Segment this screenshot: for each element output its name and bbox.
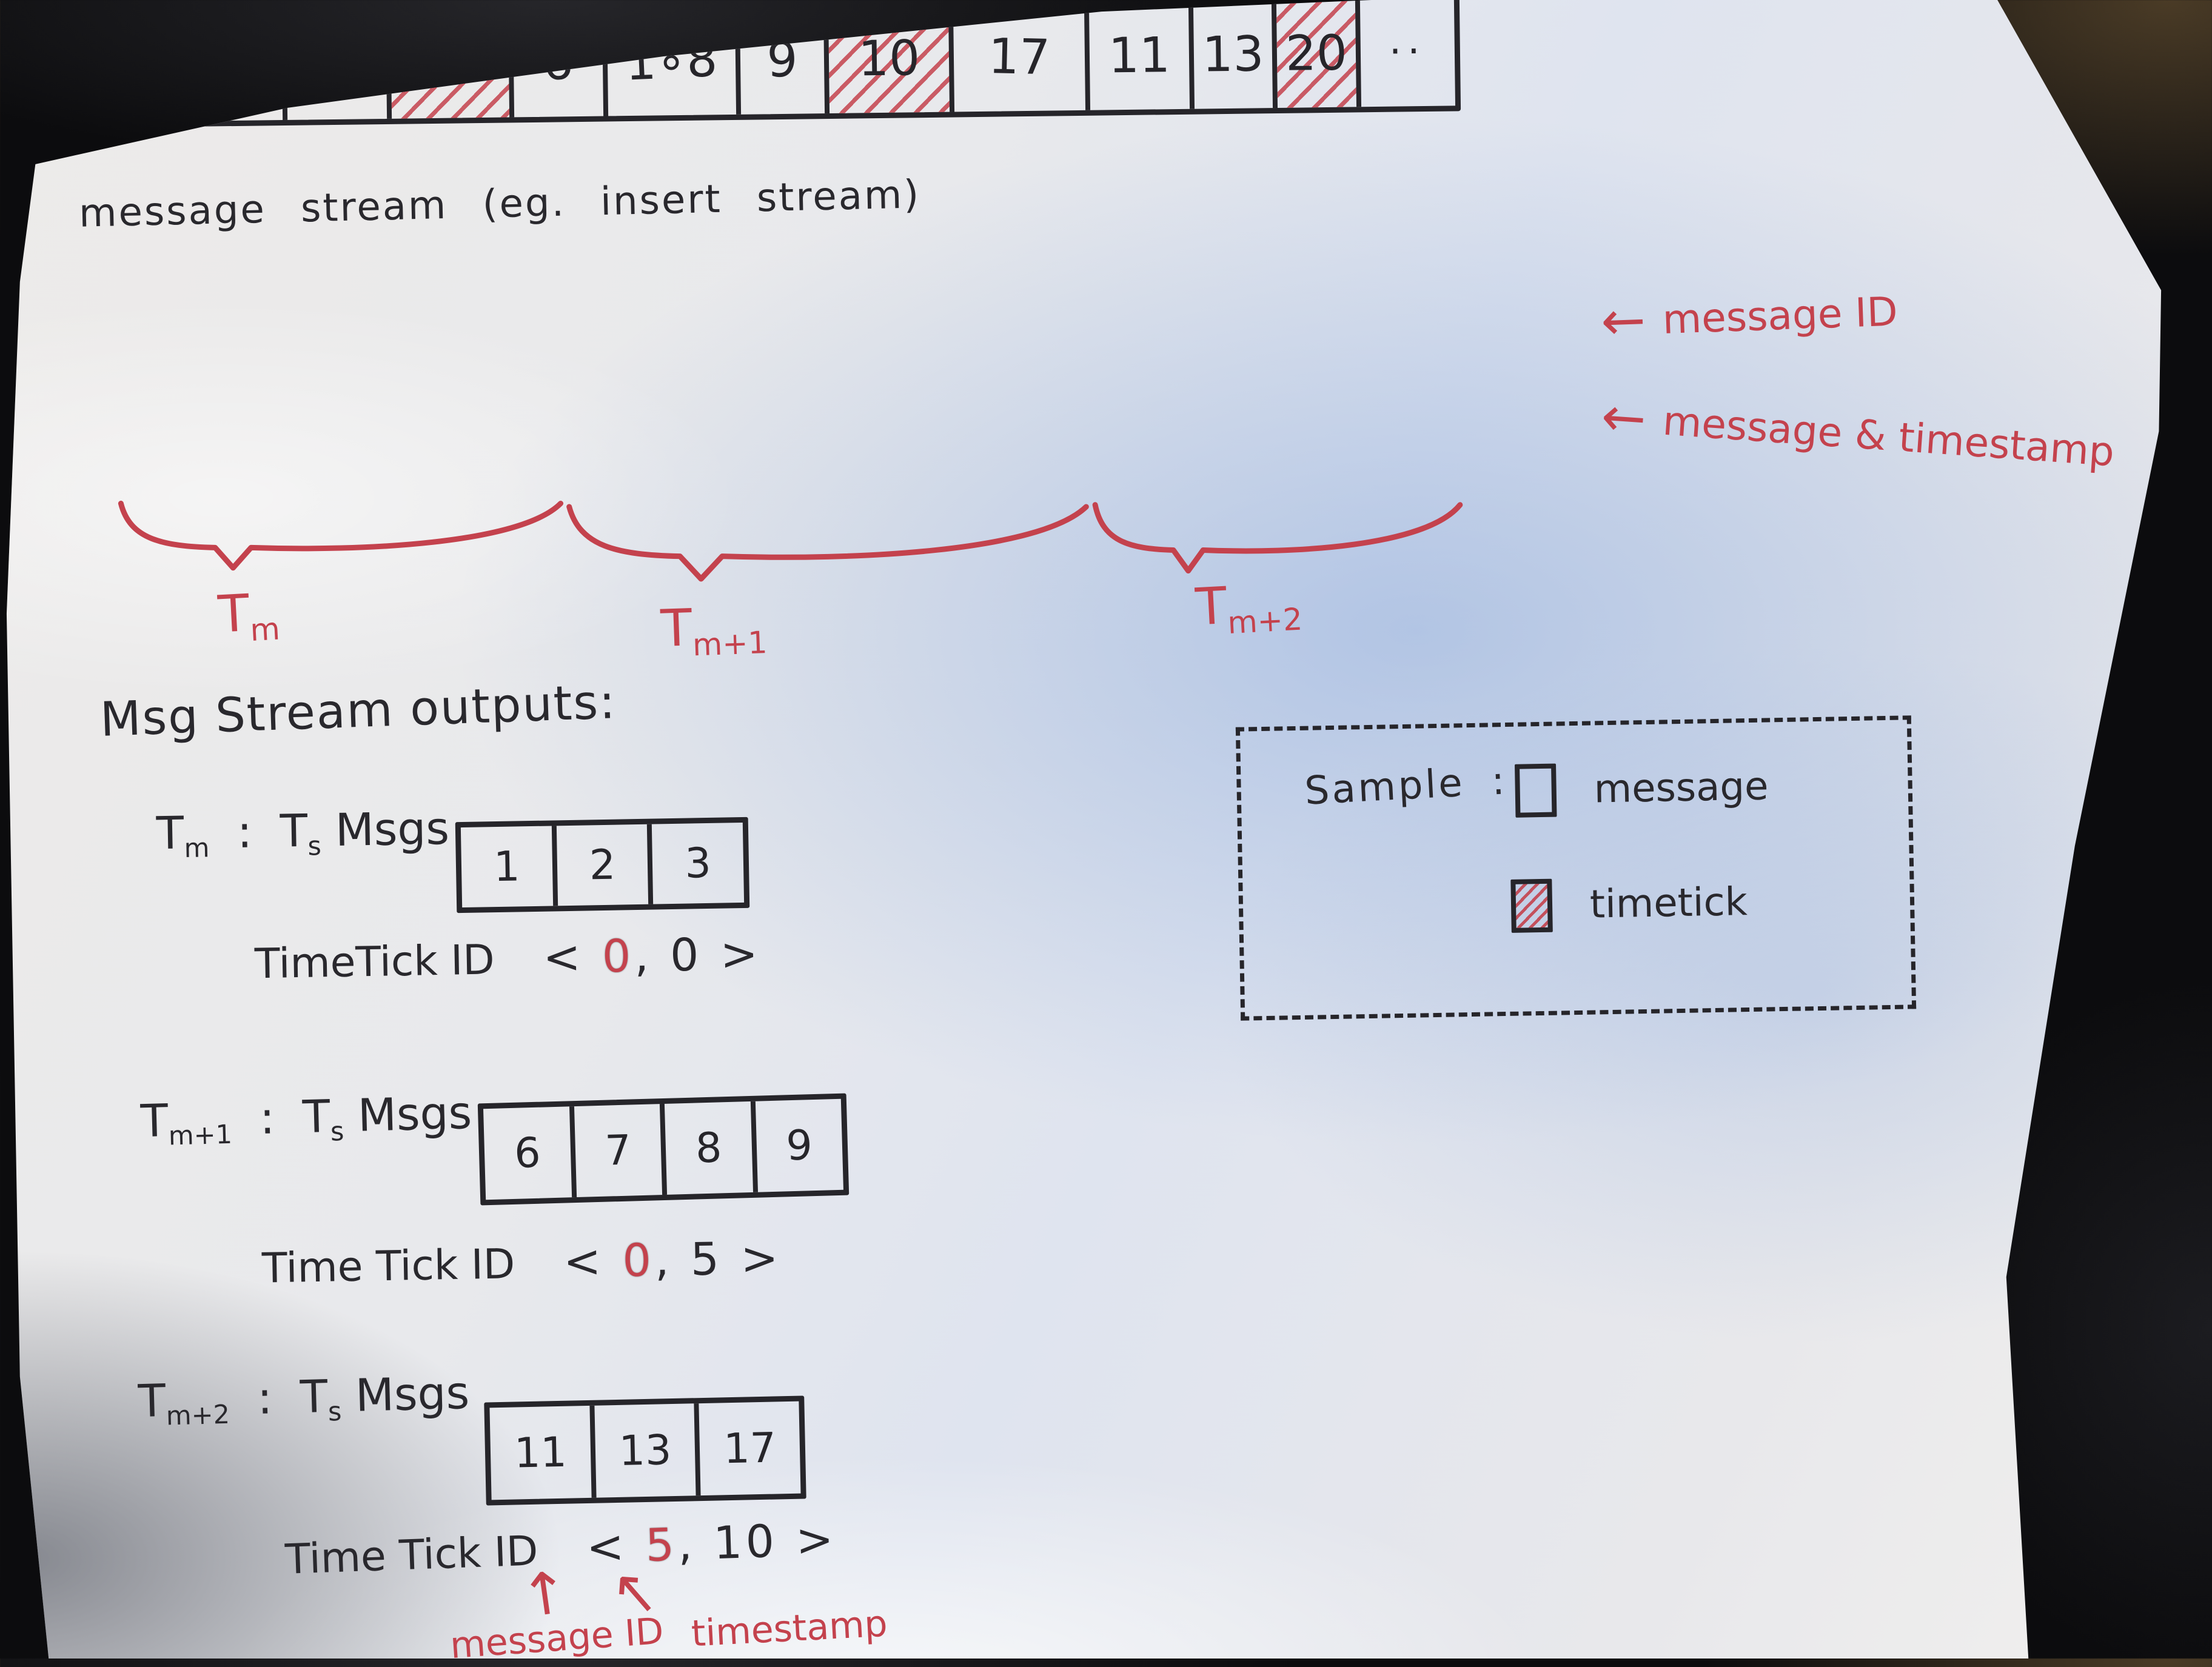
timetick-line-tm1: Time Tick ID < 0, 5 > — [261, 1232, 782, 1294]
stream-cell: 6 1∘8 — [606, 5, 742, 116]
output-cell: 2 — [556, 824, 654, 906]
legend-item-timetick: timetick — [1510, 875, 1748, 933]
tick-timestamp: 10 — [712, 1515, 779, 1570]
annotation-text: message & timestamp — [1661, 397, 2116, 475]
stream-cell: 7 9 — [739, 4, 830, 115]
cell-value: 5 — [434, 35, 466, 92]
output-box-tm1: 6 7 8 9 — [477, 1093, 850, 1206]
window-label-tm2: Tm+2 — [1194, 572, 1303, 643]
window-label-sub: m+1 — [692, 624, 768, 663]
cell-value: 17 — [988, 27, 1051, 85]
outputs-heading: Msg Stream outputs: — [99, 675, 617, 747]
window-label-tm1: Tm+1 — [660, 595, 768, 664]
colon: : — [236, 806, 253, 858]
output-cell: 6 — [483, 1106, 577, 1200]
cell-value: 1∘8 — [624, 30, 719, 92]
legend-title: Sample : — [1303, 758, 1509, 814]
cell-value: 20 — [1285, 24, 1348, 82]
cell-value: 1 — [320, 36, 352, 93]
t-label: Tm+1 — [139, 1094, 233, 1152]
legend-box: Sample : message timetick — [1235, 715, 1917, 1021]
ts-msgs-label: Ts Msgs — [280, 802, 450, 862]
cell-value: ·· — [1389, 28, 1427, 75]
timetick-label: Time Tick ID — [284, 1527, 539, 1584]
tick-timestamp: 0 — [669, 929, 703, 982]
window-label-base: T — [1194, 575, 1228, 637]
stream-cell-ellipsis: ·· — [1360, 0, 1455, 107]
ts-msgs-label: Ts Msgs — [301, 1086, 473, 1148]
stream-cell-timetick: 8 10 — [828, 2, 955, 114]
output-row-label-tm2: Tm+2 : Ts Msgs — [138, 1367, 470, 1432]
output-cell: 1 — [460, 826, 558, 908]
annotation-text: message ID — [1661, 287, 1899, 343]
cell-value: 13 — [1202, 25, 1265, 82]
stream-cell: 11 13 — [1193, 0, 1278, 109]
window-brace — [564, 498, 1091, 583]
window-label-sub: m — [249, 610, 281, 648]
cell-value: 10 — [857, 29, 920, 87]
output-cell: 9 — [785, 1121, 813, 1170]
stream-cell: 5 6 — [512, 7, 608, 118]
stream-cell-timetick: 4 5 — [390, 8, 515, 119]
cell-value: 3 — [202, 38, 234, 95]
window-label-sub: m+2 — [1227, 601, 1304, 641]
output-row-label-tm1: Tm+1 : Ts Msgs — [140, 1087, 472, 1152]
output-cell: 13 — [594, 1403, 701, 1498]
window-label-base: T — [660, 598, 693, 659]
timetick-swatch-icon — [1510, 878, 1553, 933]
output-cell: 8 — [664, 1101, 758, 1195]
annotation-message-timestamp: ← message & timestamp — [1599, 384, 2116, 479]
left-arrow-icon: ← — [1600, 289, 1647, 353]
legend-item-label: timetick — [1589, 880, 1748, 927]
tick-message-id: 0 — [602, 930, 635, 983]
stream-cell: 2 3 — [153, 10, 288, 122]
timetick-pair: < 0, 5 > — [563, 1232, 783, 1288]
stream-cell: 9 17 — [953, 1, 1091, 112]
output-cell: 3 — [684, 839, 712, 888]
window-brace — [1091, 497, 1464, 575]
ts-msgs-label: Ts Msgs — [299, 1366, 471, 1428]
annotation-message-id: ← message ID — [1600, 284, 1899, 353]
stream-cell: 3 1 — [286, 9, 392, 120]
timetick-label: TimeTick ID — [254, 936, 495, 989]
legend-item-message: message — [1514, 760, 1769, 818]
cell-value: 7 — [97, 38, 130, 96]
timetick-line-tm: TimeTick ID < 0, 0 > — [254, 928, 762, 989]
output-cell: 7 — [574, 1103, 668, 1198]
output-row-label-tm: Tm : Ts Msgs — [156, 803, 450, 864]
cell-value: 11 — [1108, 26, 1171, 84]
timetick-pair: < 0, 0 > — [542, 927, 762, 984]
stream-cell: 0 2 — [6, 13, 79, 124]
tick-message-id: 0 — [622, 1234, 655, 1288]
cell-value: 2 — [24, 40, 56, 97]
window-label-tm: Tm — [216, 581, 281, 649]
timetick-label: Time Tick ID — [261, 1240, 515, 1293]
colon: : — [259, 1092, 276, 1144]
left-arrow-icon: ← — [1599, 384, 1649, 450]
window-label-base: T — [216, 583, 251, 644]
cell-value: 9 — [766, 31, 798, 88]
stream-cell: 10 11 — [1088, 0, 1195, 110]
stream-cell: 1 7 — [78, 12, 155, 123]
legend-item-label: message — [1594, 764, 1769, 812]
output-cell: 11 — [489, 1405, 597, 1500]
t-label: Tm — [156, 807, 210, 864]
stream-cell-timetick: 12 20 — [1276, 0, 1361, 108]
window-brace — [116, 496, 565, 572]
message-stream-array: 0 2 1 7 2 3 3 1 4 5 5 6 6 1∘8 7 9 — [6, 0, 1461, 129]
output-box-tm2: 11 13 17 — [484, 1395, 806, 1506]
page-title: message stream (eg. insert stream) — [78, 172, 921, 236]
colon: : — [256, 1372, 273, 1425]
message-swatch-icon — [1514, 763, 1557, 818]
cell-value: 6 — [542, 33, 574, 91]
t-label: Tm+2 — [137, 1374, 230, 1432]
note-timestamp: timestamp — [690, 1602, 889, 1655]
output-cell: 17 — [723, 1423, 777, 1473]
output-box-tm: 1 2 3 — [455, 817, 750, 914]
tick-timestamp: 5 — [690, 1233, 723, 1286]
